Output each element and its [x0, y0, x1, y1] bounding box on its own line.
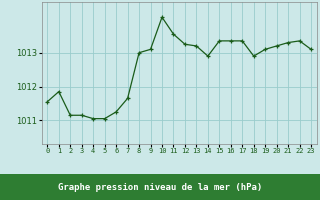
Text: Graphe pression niveau de la mer (hPa): Graphe pression niveau de la mer (hPa)	[58, 182, 262, 192]
